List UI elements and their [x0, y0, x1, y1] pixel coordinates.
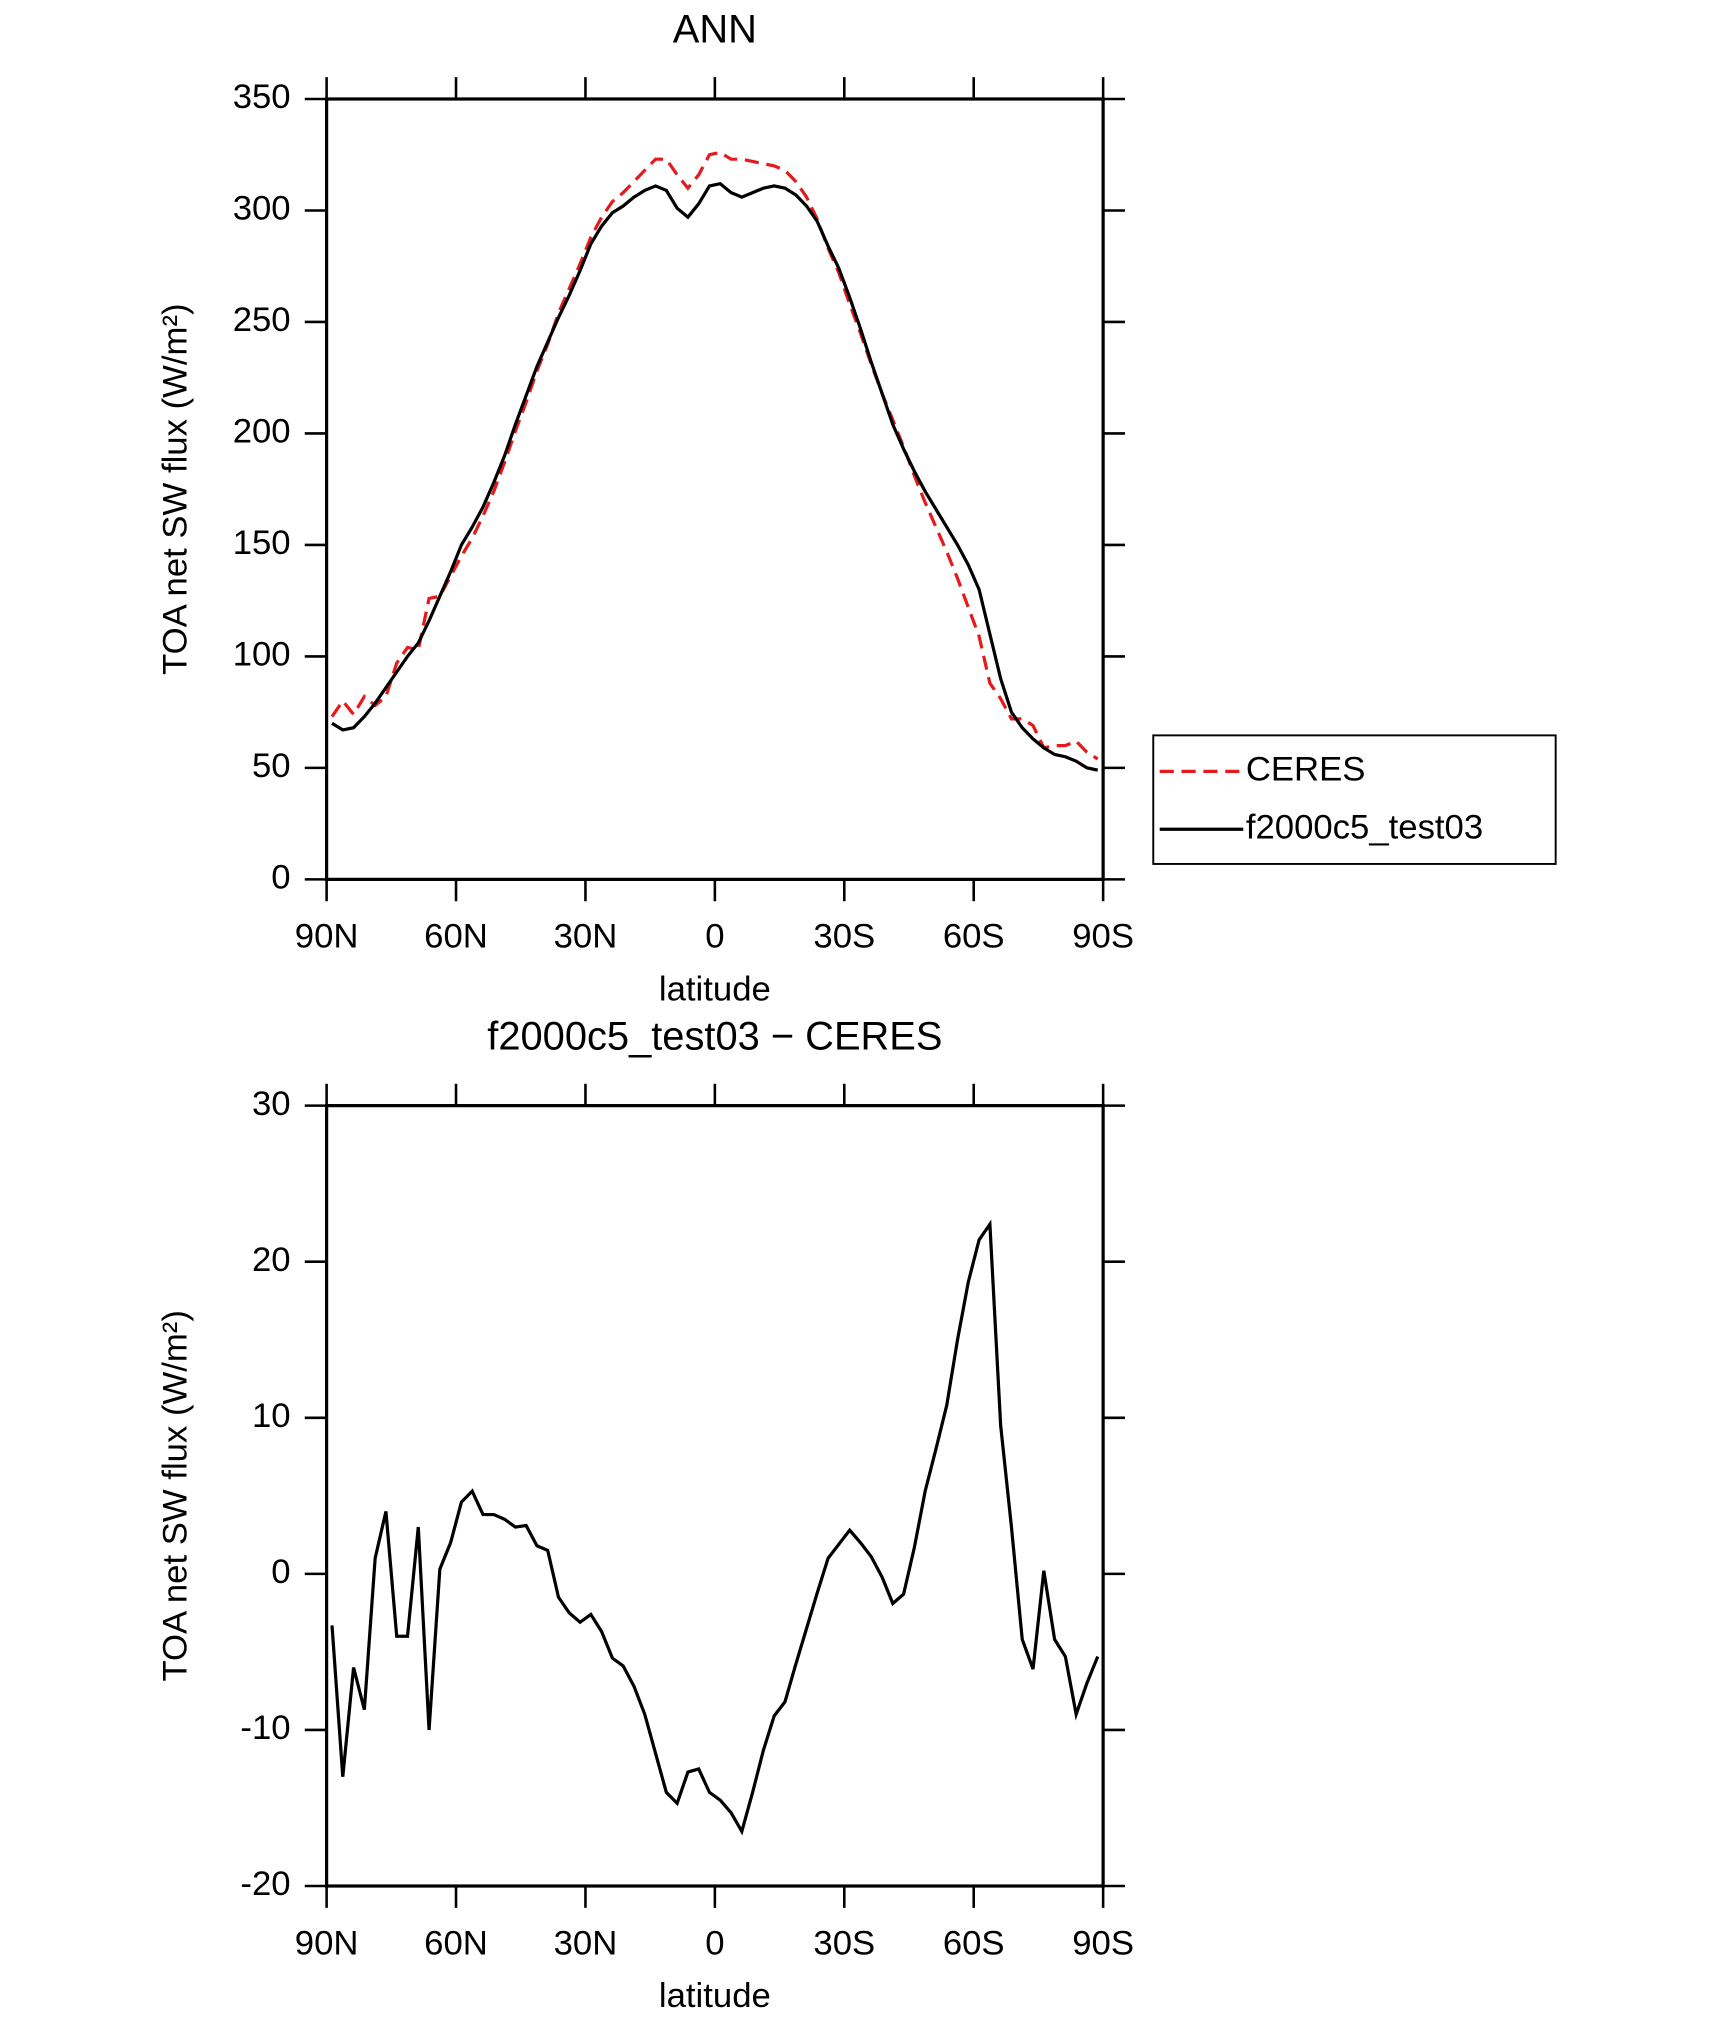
x-tick-label: 0 — [705, 1924, 724, 1962]
y-tick-label: 30 — [252, 1085, 291, 1123]
y-tick-label: 20 — [252, 1241, 291, 1279]
series-line — [330, 1219, 1100, 1836]
plot-frame — [325, 97, 1105, 881]
x-axis-label: latitude — [659, 970, 771, 1008]
y-tick-label: 150 — [233, 524, 291, 562]
y-tick-label: 0 — [271, 1553, 290, 1591]
x-tick-label: 60N — [424, 1924, 488, 1962]
y-tick-label: 0 — [271, 859, 290, 897]
chart-title: ANN — [673, 8, 757, 52]
x-tick-label: 60S — [943, 1924, 1005, 1962]
x-tick-label: 90N — [295, 1924, 359, 1962]
series-line — [330, 150, 1099, 761]
chart-title: f2000c5_test03 − CERES — [487, 1014, 942, 1058]
x-tick-label: 60N — [424, 918, 488, 956]
x-axis-label: latitude — [659, 1977, 771, 2015]
x-tick-label: 30N — [554, 1924, 618, 1962]
y-tick-label: 350 — [233, 78, 291, 116]
y-axis-label: TOA net SW flux (W/m²) — [157, 1310, 195, 1681]
legend-box — [1152, 734, 1557, 865]
x-tick-label: 90N — [295, 918, 359, 956]
x-tick-label: 30S — [813, 918, 875, 956]
x-tick-label: 30S — [813, 1924, 875, 1962]
y-tick-label: 100 — [233, 636, 291, 674]
x-tick-label: 90S — [1072, 918, 1134, 956]
x-tick-label: 90S — [1072, 1924, 1134, 1962]
plot-frame — [325, 1104, 1105, 1888]
legend-label: f2000c5_test03 — [1246, 808, 1483, 846]
y-tick-label: -10 — [240, 1709, 290, 1747]
y-tick-label: 250 — [233, 301, 291, 339]
x-tick-label: 60S — [943, 918, 1005, 956]
y-tick-label: 10 — [252, 1397, 291, 1435]
y-axis-label: TOA net SW flux (W/m²) — [157, 303, 195, 674]
legend-label: CERES — [1246, 751, 1366, 789]
y-tick-label: 300 — [233, 190, 291, 228]
y-tick-label: -20 — [240, 1865, 290, 1903]
y-tick-label: 50 — [252, 747, 291, 785]
x-tick-label: 0 — [705, 918, 724, 956]
y-tick-label: 200 — [233, 413, 291, 451]
series-line — [331, 181, 1099, 772]
x-tick-label: 30N — [554, 918, 618, 956]
